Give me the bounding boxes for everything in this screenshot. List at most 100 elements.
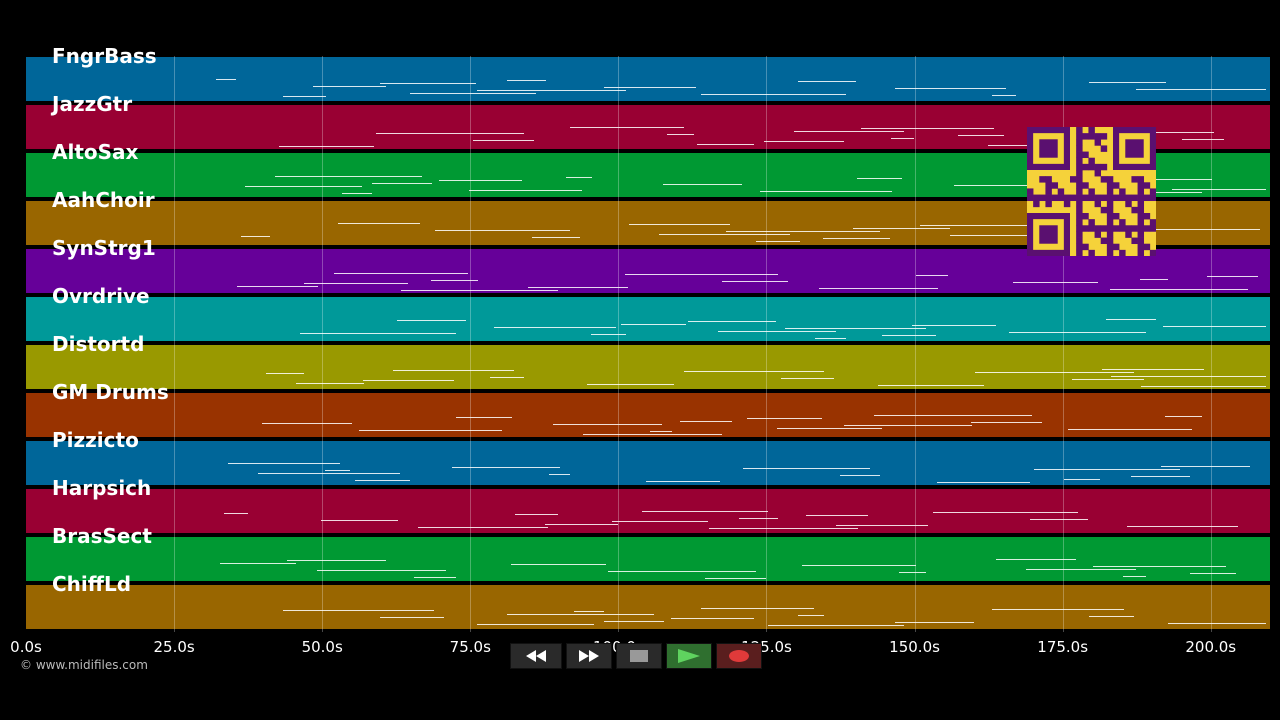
track-row	[26, 584, 1270, 630]
note-streak	[553, 424, 662, 425]
note-streak	[912, 325, 996, 326]
note-streak	[756, 241, 800, 242]
time-tick-label: 0.0s	[10, 638, 42, 656]
track-row	[26, 488, 1270, 534]
note-streak	[275, 176, 422, 177]
grid-line	[1210, 56, 1212, 632]
note-streak	[397, 320, 466, 321]
note-streak	[279, 146, 374, 147]
note-streak	[1111, 376, 1266, 377]
note-streak	[625, 274, 778, 275]
track-row	[26, 392, 1270, 438]
note-streak	[650, 431, 672, 432]
note-streak	[380, 617, 444, 618]
note-streak	[1148, 179, 1212, 180]
note-streak	[988, 145, 1064, 146]
track-label: Distortd	[52, 332, 145, 356]
fast-forward-button[interactable]	[566, 643, 612, 669]
note-streak	[1030, 519, 1088, 520]
note-streak	[671, 618, 754, 619]
note-streak	[950, 235, 1100, 236]
note-streak	[629, 224, 730, 225]
note-streak	[958, 135, 1004, 136]
note-streak	[304, 283, 408, 284]
play-icon	[678, 649, 700, 663]
track-label: Ovrdrive	[52, 284, 150, 308]
note-streak	[473, 140, 534, 141]
note-streak	[937, 482, 1030, 483]
note-streak	[245, 186, 362, 187]
note-streak	[663, 184, 742, 185]
track-label: BrasSect	[52, 524, 152, 548]
track-row	[26, 56, 1270, 102]
note-streak	[372, 183, 432, 184]
grid-line	[1062, 56, 1064, 632]
note-streak	[701, 94, 846, 95]
note-streak	[899, 572, 926, 573]
note-streak	[1131, 476, 1190, 477]
note-streak	[920, 225, 1040, 226]
note-streak	[216, 79, 236, 80]
note-streak	[262, 423, 352, 424]
note-streak	[574, 611, 604, 612]
note-streak	[1102, 369, 1204, 370]
note-streak	[431, 280, 478, 281]
note-streak	[325, 470, 350, 471]
track-label: GM Drums	[52, 380, 169, 404]
note-streak	[515, 514, 558, 515]
note-streak	[456, 417, 512, 418]
note-streak	[777, 428, 882, 429]
track-label: SynStrg1	[52, 236, 156, 260]
track-row	[26, 296, 1270, 342]
note-streak	[363, 380, 454, 381]
time-tick-label: 50.0s	[301, 638, 343, 656]
grid-line	[618, 56, 620, 632]
note-streak	[836, 525, 928, 526]
note-streak	[241, 236, 270, 237]
note-streak	[861, 128, 994, 129]
note-streak	[418, 527, 548, 528]
note-streak	[996, 559, 1076, 560]
track-label: ChiffLd	[52, 572, 132, 596]
record-icon	[729, 650, 749, 662]
note-streak	[313, 86, 386, 87]
grid-line	[322, 56, 324, 632]
copyright-text: © www.midifiles.com	[20, 658, 148, 672]
note-streak	[1026, 569, 1136, 570]
note-streak	[798, 81, 856, 82]
note-streak	[646, 481, 720, 482]
note-streak	[1093, 566, 1226, 567]
note-streak	[266, 373, 304, 374]
note-streak	[355, 480, 410, 481]
time-tick-label: 25.0s	[153, 638, 195, 656]
note-streak	[490, 377, 524, 378]
note-streak	[359, 430, 502, 431]
note-streak	[954, 185, 1052, 186]
note-streak	[1068, 429, 1192, 430]
note-streak	[1089, 616, 1134, 617]
note-streak	[393, 370, 514, 371]
note-streak	[1136, 89, 1266, 90]
track-label: Pizzicto	[52, 428, 139, 452]
note-streak	[794, 131, 904, 132]
note-streak	[228, 463, 340, 464]
record-button[interactable]	[716, 643, 762, 669]
note-streak	[1123, 576, 1146, 577]
note-streak	[975, 372, 1134, 373]
note-streak	[342, 193, 372, 194]
note-streak	[237, 286, 318, 287]
rewind-button[interactable]	[510, 643, 562, 669]
note-streak	[840, 475, 880, 476]
note-streak	[1207, 276, 1258, 277]
note-streak	[798, 615, 824, 616]
play-button[interactable]	[666, 643, 712, 669]
note-streak	[300, 333, 456, 334]
note-streak	[583, 434, 722, 435]
note-streak	[220, 563, 296, 564]
note-streak	[764, 141, 844, 142]
note-streak	[891, 138, 914, 139]
note-streak	[1141, 386, 1266, 387]
stop-button[interactable]	[616, 643, 662, 669]
note-streak	[612, 521, 708, 522]
note-streak	[747, 418, 822, 419]
